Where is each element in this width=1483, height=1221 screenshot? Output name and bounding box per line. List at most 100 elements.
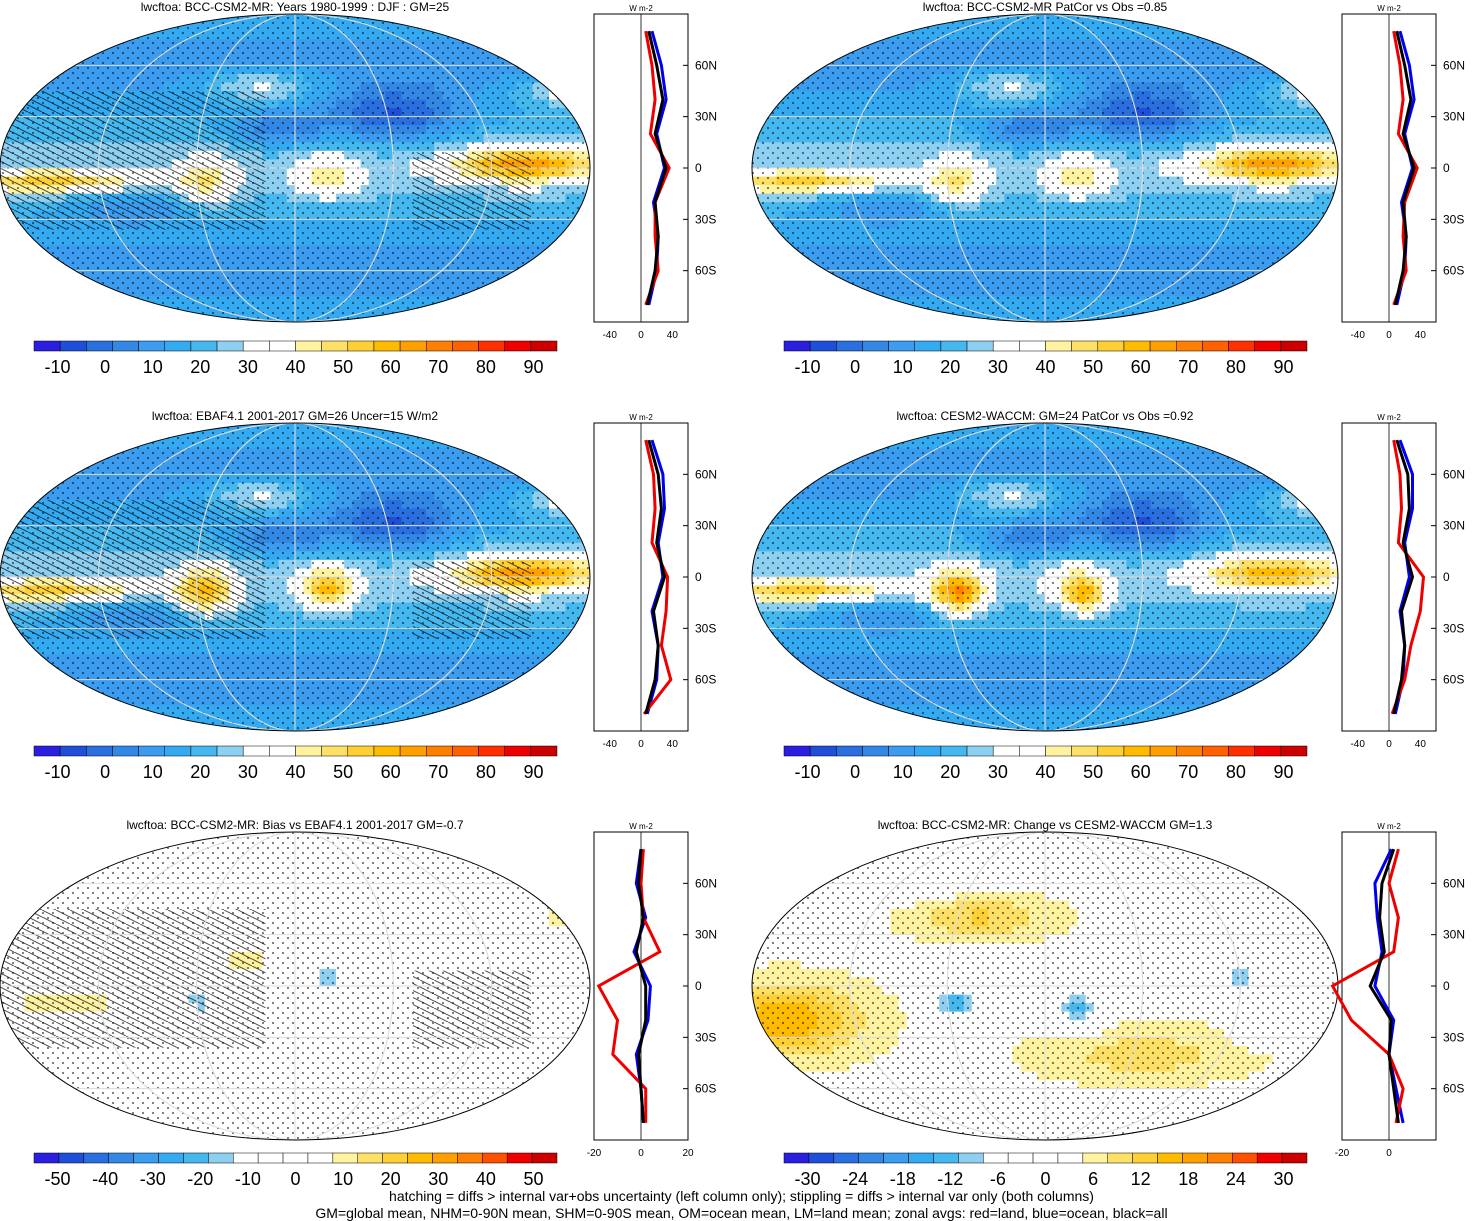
map-cell: [0, 219, 9, 229]
map-cell: [540, 287, 550, 297]
map-cell: [760, 56, 769, 66]
map-title: lwcftoa: BCC-CSM2-MR PatCor vs Obs =0.85: [923, 0, 1168, 14]
map-cell: [857, 304, 867, 315]
map-cell: [147, 313, 157, 322]
map-cell: [1256, 296, 1266, 306]
map-cell: [540, 304, 550, 315]
map-cell: [573, 227, 583, 238]
map-cell: [817, 313, 826, 322]
map-cell: [565, 91, 575, 101]
map-cell: [890, 304, 900, 315]
map-cell: [24, 262, 34, 272]
colorbar-swatch: [452, 340, 479, 352]
map-cell: [573, 31, 583, 41]
map-cell: [565, 262, 575, 272]
map-cell: [914, 313, 924, 322]
map-cell: [817, 279, 826, 289]
map-cell: [752, 227, 761, 238]
map-cell: [817, 304, 826, 315]
map-cell: [147, 14, 157, 24]
map-cell: [581, 253, 590, 263]
map-cell: [49, 304, 58, 315]
map-cell: [524, 39, 534, 49]
map-cell: [825, 31, 834, 41]
map-cell: [760, 65, 769, 75]
map-cell: [1224, 313, 1233, 322]
map-cell: [24, 287, 34, 297]
map-cell: [752, 65, 761, 75]
map-cell: [817, 287, 826, 297]
map-cell: [0, 22, 9, 32]
map-cell: [792, 270, 802, 280]
map-cell: [825, 22, 834, 32]
hatch-overlay: [0, 91, 266, 230]
map-cell: [106, 304, 116, 315]
map-cell: [483, 22, 493, 32]
map-cell: [65, 31, 75, 41]
map-cell: [808, 313, 818, 322]
map-cell: [808, 279, 818, 289]
map-cell: [865, 296, 875, 306]
map-cell: [32, 56, 42, 66]
map-cell: [8, 313, 17, 322]
map-cell: [499, 296, 509, 306]
map-cell: [16, 48, 26, 58]
map-cell: [16, 22, 26, 32]
map-cell: [98, 14, 108, 24]
map-cell: [0, 296, 9, 306]
map-cell: [581, 313, 590, 322]
hatch-overlay: [413, 152, 531, 230]
map-cell: [752, 313, 761, 322]
map-cell: [49, 14, 58, 24]
map-cell: [760, 304, 769, 315]
map-cell: [65, 304, 75, 315]
map-cell: [16, 279, 26, 289]
map-cell: [792, 22, 802, 32]
map-cell: [1215, 313, 1225, 322]
map-cell: [760, 296, 769, 306]
map-cell: [1207, 31, 1217, 41]
map-cell: [573, 262, 583, 272]
map-cell: [1256, 279, 1266, 289]
map-cell: [1224, 31, 1233, 41]
map-cell: [800, 56, 810, 66]
map-cell: [573, 304, 583, 315]
map-cell: [0, 253, 9, 263]
map-cell: [65, 279, 75, 289]
map-cell: [106, 31, 116, 41]
map-cell: [458, 304, 468, 315]
map-cell: [581, 73, 590, 84]
map-cell: [508, 313, 517, 322]
map-cell: [114, 313, 124, 322]
map-cell: [40, 31, 50, 41]
map-cell: [524, 48, 534, 58]
map-cell: [752, 245, 761, 255]
map-cell: [467, 31, 476, 41]
map-cell: [65, 270, 75, 280]
map-cell: [760, 82, 769, 92]
map-cell: [565, 296, 575, 306]
map-cell: [8, 31, 17, 41]
map-cell: [857, 22, 867, 32]
map-cell: [540, 22, 550, 32]
map-cell: [841, 39, 851, 49]
map-cell: [8, 99, 17, 109]
map-cell: [0, 73, 9, 84]
map-cell: [57, 31, 67, 41]
map-cell: [0, 56, 9, 66]
map-cell: [98, 22, 108, 32]
map-cell: [833, 31, 843, 41]
map-cell: [760, 31, 769, 41]
map-cell: [833, 296, 843, 306]
map-cell: [857, 296, 867, 306]
map-cell: [0, 91, 9, 101]
map-cell: [784, 296, 794, 306]
map-cell: [508, 31, 517, 41]
map-cell: [24, 279, 34, 289]
map-cell: [81, 313, 91, 322]
map-cell: [1240, 296, 1250, 306]
colorbar-swatch: [373, 340, 401, 352]
map-cell: [516, 14, 526, 24]
